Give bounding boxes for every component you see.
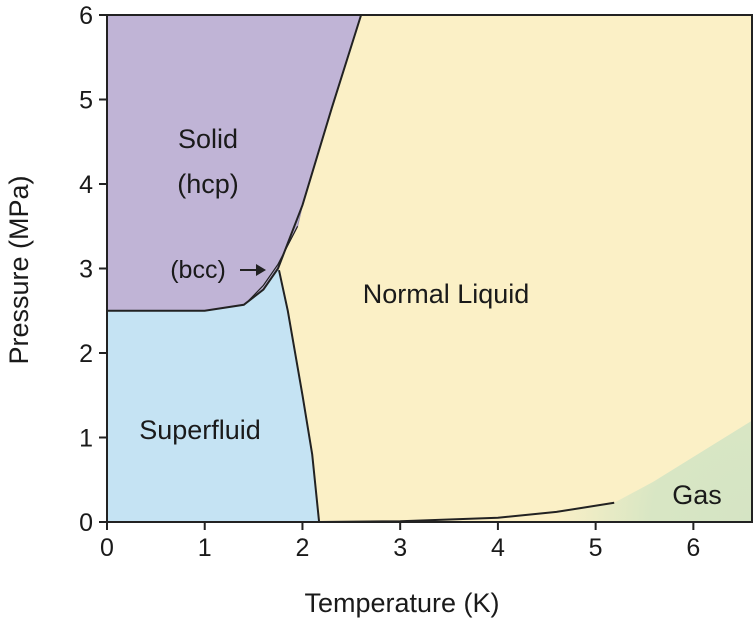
x-tick-label: 3 [393, 534, 407, 562]
x-tick-label: 0 [100, 534, 114, 562]
x-tick-label: 2 [296, 534, 310, 562]
bcc-arrow-head [256, 264, 266, 276]
bcc-boundary [248, 226, 299, 302]
y-tick-label: 5 [79, 87, 93, 115]
label-normal-liquid: Normal Liquid [363, 279, 530, 309]
region-solid [107, 15, 362, 311]
x-tick-label: 5 [589, 534, 603, 562]
label-gas: Gas [672, 480, 722, 510]
y-tick-label: 4 [79, 171, 93, 199]
x-tick-label: 6 [686, 534, 700, 562]
x-axis-title: Temperature (K) [304, 588, 499, 618]
region-gas [319, 420, 752, 522]
label-solid: Solid [178, 124, 238, 154]
region-superfluid [107, 268, 320, 522]
y-tick-label: 3 [79, 256, 93, 284]
y-tick-label: 0 [79, 509, 93, 537]
x-axis-ticks: 0 1 2 3 4 5 6 [100, 522, 700, 562]
melting-curve [107, 14, 363, 312]
label-bcc: (bcc) [170, 256, 226, 284]
y-axis-ticks: 0 1 2 3 4 5 6 [79, 2, 107, 537]
y-axis-title: Pressure (MPa) [4, 175, 34, 364]
x-tick-label: 4 [491, 534, 505, 562]
label-superfluid: Superfluid [139, 415, 261, 445]
y-tick-label: 1 [79, 425, 93, 453]
lambda-line [278, 269, 321, 523]
label-hcp: (hcp) [177, 169, 239, 199]
y-tick-label: 6 [79, 2, 93, 30]
x-tick-label: 1 [198, 534, 212, 562]
y-tick-label: 2 [79, 340, 93, 368]
